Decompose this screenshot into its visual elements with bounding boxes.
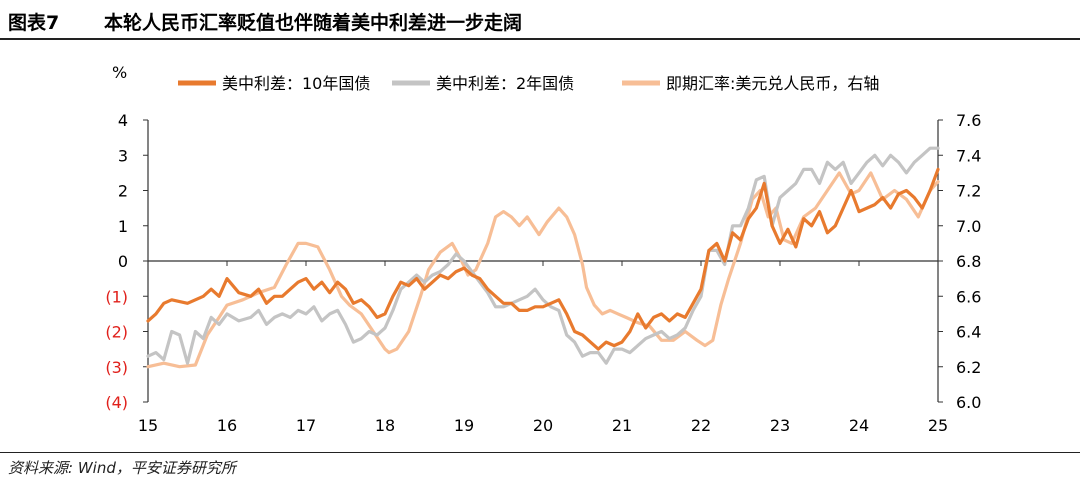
y-right-tick-label: 7.4 bbox=[956, 146, 981, 165]
y-left-tick-label: 4 bbox=[118, 111, 128, 130]
y-right-tick-label: 6.0 bbox=[956, 393, 981, 412]
y-right-tick-label: 6.6 bbox=[956, 287, 981, 306]
y-left-tick-label: 2 bbox=[118, 182, 128, 201]
x-tick-label: 25 bbox=[928, 416, 948, 435]
source-note: 资料来源: Wind，平安证券研究所 bbox=[8, 459, 236, 477]
y-left-tick-label: 0 bbox=[118, 252, 128, 271]
y-left-tick-label: 1 bbox=[118, 217, 128, 236]
x-tick-label: 15 bbox=[138, 416, 158, 435]
axis-ticks: 43210(1)(2)(3)(4)7.67.47.27.06.86.66.46.… bbox=[105, 111, 981, 435]
y-left-tick-label: (4) bbox=[105, 393, 128, 412]
x-tick-label: 18 bbox=[375, 416, 395, 435]
y-right-tick-label: 7.6 bbox=[956, 111, 981, 130]
series-line-10y-spread bbox=[146, 167, 940, 351]
y-right-tick-label: 7.2 bbox=[956, 182, 981, 201]
series-lines bbox=[146, 146, 940, 369]
figure-title: 本轮人民币汇率贬值也伴随着美中利差进一步走阔 bbox=[104, 12, 523, 34]
y-right-tick-label: 6.2 bbox=[956, 358, 981, 377]
y-right-tick-label: 6.8 bbox=[956, 252, 981, 271]
x-tick-label: 24 bbox=[849, 416, 869, 435]
x-tick-label: 16 bbox=[217, 416, 237, 435]
y-axis-unit-label: % bbox=[112, 63, 127, 82]
x-tick-label: 20 bbox=[533, 416, 553, 435]
figure-label: 图表7 bbox=[8, 12, 60, 34]
legend: 美中利差：10年国债 美中利差：2年国债 即期汇率:美元兑人民币，右轴 bbox=[178, 74, 879, 93]
x-tick-label: 23 bbox=[770, 416, 790, 435]
legend-item-usdcny: 即期汇率:美元兑人民币，右轴 bbox=[666, 74, 879, 93]
y-right-tick-label: 6.4 bbox=[956, 323, 981, 342]
y-left-tick-label: 3 bbox=[118, 146, 128, 165]
figure-header: 图表7 本轮人民币汇率贬值也伴随着美中利差进一步走阔 bbox=[0, 0, 1080, 40]
x-tick-label: 17 bbox=[296, 416, 316, 435]
series-line-usdcny bbox=[146, 171, 940, 369]
x-tick-label: 21 bbox=[612, 416, 632, 435]
y-left-tick-label: (2) bbox=[105, 323, 128, 342]
y-right-tick-label: 7.0 bbox=[956, 217, 981, 236]
legend-item-10y-spread: 美中利差：10年国债 bbox=[222, 74, 370, 93]
y-left-tick-label: (1) bbox=[105, 287, 128, 306]
footer-divider bbox=[0, 452, 1080, 453]
y-left-tick-label: (3) bbox=[105, 358, 128, 377]
chart: % 美中利差：10年国债 美中利差：2年国债 即期汇率:美元兑人民币，右轴 4321… bbox=[105, 63, 981, 435]
series-line-2y-spread bbox=[146, 146, 940, 365]
x-tick-label: 19 bbox=[454, 416, 474, 435]
x-tick-label: 22 bbox=[691, 416, 711, 435]
legend-item-2y-spread: 美中利差：2年国债 bbox=[436, 74, 574, 93]
